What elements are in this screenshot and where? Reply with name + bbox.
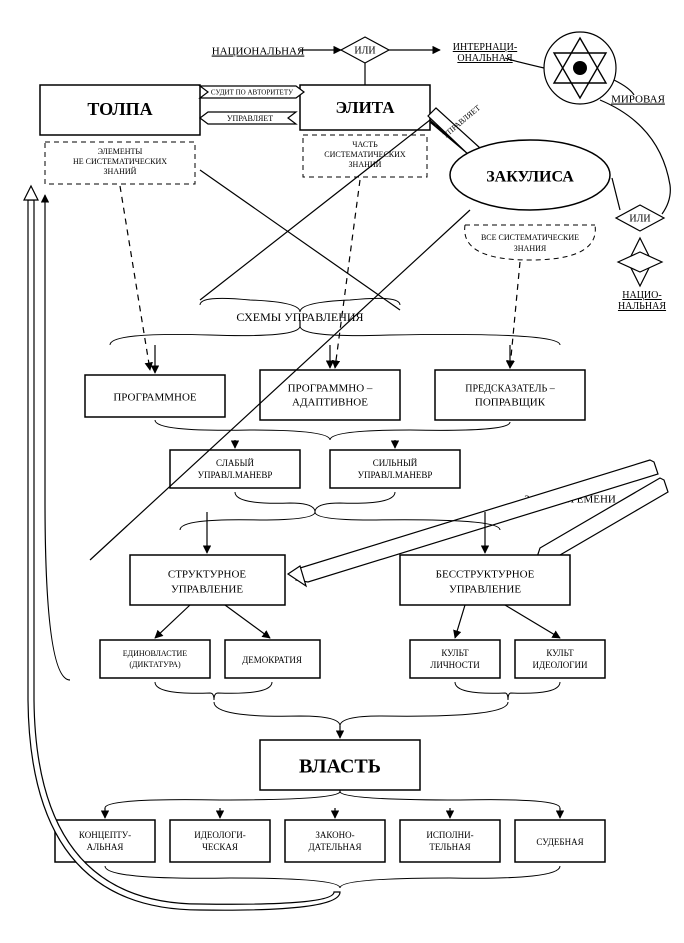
svg-text:ЭЛИТА: ЭЛИТА [335, 98, 395, 117]
node-ispoln: ИСПОЛНИ- ТЕЛЬНАЯ [400, 820, 500, 862]
diamond-ili-2: ИЛИ [616, 205, 664, 231]
node-prog-adapt: ПРОГРАММНО – АДАПТИВНОЕ [260, 370, 400, 420]
svg-text:КУЛЬТ: КУЛЬТ [546, 648, 574, 658]
svg-text:ИДЕОЛОГИ-: ИДЕОЛОГИ- [194, 830, 246, 840]
svg-text:ЛИЧНОСТИ: ЛИЧНОСТИ [430, 660, 480, 670]
svg-text:ДАТЕЛЬНАЯ: ДАТЕЛЬНАЯ [309, 842, 362, 852]
svg-text:ВСЕ СИСТЕМАТИЧЕСКИЕ: ВСЕ СИСТЕМАТИЧЕСКИЕ [481, 233, 579, 242]
node-elita: ЭЛИТА [300, 85, 430, 130]
svg-text:ВЛАСТЬ: ВЛАСТЬ [299, 756, 381, 778]
svg-text:ЧАСТЬ: ЧАСТЬ [352, 140, 378, 149]
node-zakulisa-sub: ВСЕ СИСТЕМАТИЧЕСКИЕ ЗНАНИЯ [465, 225, 596, 260]
svg-text:УПРАВЛЕНИЕ: УПРАВЛЕНИЕ [449, 584, 521, 596]
svg-text:СЛАБЫЙ: СЛАБЫЙ [216, 458, 254, 468]
svg-text:ЧЕСКАЯ: ЧЕСКАЯ [202, 842, 238, 852]
svg-text:УПРАВЛЯЕТ: УПРАВЛЯЕТ [227, 114, 273, 123]
arrow-upravl-1: УПРАВЛЯЕТ [200, 112, 296, 124]
arrow-upravl-2: УПРАВЛЯЕТ [428, 103, 482, 156]
svg-text:СУДИТ ПО АВТОРИТЕТУ: СУДИТ ПО АВТОРИТЕТУ [211, 89, 293, 97]
svg-text:ПРЕДСКАЗАТЕЛЬ –: ПРЕДСКАЗАТЕЛЬ – [465, 383, 555, 394]
svg-text:СУДЕБНАЯ: СУДЕБНАЯ [536, 837, 583, 847]
svg-text:ЗАКОНО-: ЗАКОНО- [315, 830, 354, 840]
node-kultl: КУЛЬТ ЛИЧНОСТИ [410, 640, 500, 678]
label-international: ИНТЕРНАЦИ-ОНАЛЬНАЯ [453, 42, 517, 64]
svg-text:ТОЛПА: ТОЛПА [87, 99, 152, 119]
svg-text:СТРУКТУРНОЕ: СТРУКТУРНОЕ [168, 569, 247, 581]
arrow-sudit: СУДИТ ПО АВТОРИТЕТУ [200, 86, 304, 98]
svg-text:УПРАВЛ.МАНЕВР: УПРАВЛ.МАНЕВР [198, 470, 273, 480]
node-ideol: ИДЕОЛОГИ- ЧЕСКАЯ [170, 820, 270, 862]
star-symbol [544, 32, 616, 104]
svg-text:ПОПРАВЩИК: ПОПРАВЩИК [475, 397, 546, 409]
svg-text:СИСТЕМАТИЧЕСКИХ: СИСТЕМАТИЧЕСКИХ [324, 150, 406, 159]
node-tolpa-sub: ЭЛЕМЕНТЫ НЕ СИСТЕМАТИЧЕСКИХ ЗНАНИЙ [45, 142, 195, 184]
svg-text:ПРОГРАММНО –: ПРОГРАММНО – [288, 383, 373, 395]
feedback-arrow-left-2 [45, 195, 70, 680]
svg-text:(ДИКТАТУРА): (ДИКТАТУРА) [129, 660, 181, 669]
svg-text:ЕДИНОВЛАСТИЕ: ЕДИНОВЛАСТИЕ [123, 649, 188, 658]
svg-text:ЗАКУЛИСА: ЗАКУЛИСА [486, 169, 574, 186]
star-4pt [618, 238, 662, 286]
node-kulti: КУЛЬТ ИДЕОЛОГИИ [515, 640, 605, 678]
label-national-2: НАЦИО-НАЛЬНАЯ [618, 290, 666, 312]
svg-text:НЕ СИСТЕМАТИЧЕСКИХ: НЕ СИСТЕМАТИЧЕСКИХ [73, 157, 167, 166]
node-zakulisa: ЗАКУЛИСА [450, 140, 610, 210]
svg-text:УПРАВЛЕНИЕ: УПРАВЛЕНИЕ [171, 584, 243, 596]
flowchart-diagram: НАЦИОНАЛЬНАЯ ИНТЕРНАЦИ-ОНАЛЬНАЯ МИРОВАЯ … [0, 0, 684, 943]
svg-text:СИЛЬНЫЙ: СИЛЬНЫЙ [373, 458, 418, 468]
svg-text:ЭЛЕМЕНТЫ: ЭЛЕМЕНТЫ [98, 147, 143, 156]
svg-text:АЛЬНАЯ: АЛЬНАЯ [87, 842, 124, 852]
node-edino: ЕДИНОВЛАСТИЕ (ДИКТАТУРА) [100, 640, 210, 678]
node-demok: ДЕМОКРАТИЯ [225, 640, 320, 678]
node-predskaz: ПРЕДСКАЗАТЕЛЬ – ПОПРАВЩИК [435, 370, 585, 420]
diamond-ili-1: ИЛИ [341, 37, 389, 63]
svg-text:ДЕМОКРАТИЯ: ДЕМОКРАТИЯ [242, 655, 302, 665]
node-zakonod: ЗАКОНО- ДАТЕЛЬНАЯ [285, 820, 385, 862]
node-struct: СТРУКТУРНОЕ УПРАВЛЕНИЕ [130, 555, 285, 605]
node-tolpa: ТОЛПА [40, 85, 200, 135]
node-programmnoe: ПРОГРАММНОЕ [85, 375, 225, 417]
node-besstruct: БЕССТРУКТУРНОЕ УПРАВЛЕНИЕ [400, 555, 570, 605]
svg-text:АДАПТИВНОЕ: АДАПТИВНОЕ [292, 397, 368, 409]
svg-text:КОНЦЕПТУ-: КОНЦЕПТУ- [79, 830, 131, 840]
svg-text:ПРОГРАММНОЕ: ПРОГРАММНОЕ [113, 392, 197, 404]
node-vlast: ВЛАСТЬ [260, 740, 420, 790]
node-silny: СИЛЬНЫЙ УПРАВЛ.МАНЕВР [330, 450, 460, 488]
svg-text:БЕССТРУКТУРНОЕ: БЕССТРУКТУРНОЕ [436, 569, 535, 581]
label-national: НАЦИОНАЛЬНАЯ [212, 46, 305, 58]
svg-text:ИСПОЛНИ-: ИСПОЛНИ- [426, 830, 473, 840]
feedback-arrow-left [24, 186, 340, 910]
svg-text:КУЛЬТ: КУЛЬТ [441, 648, 469, 658]
svg-text:ИДЕОЛОГИИ: ИДЕОЛОГИИ [533, 660, 588, 670]
svg-text:ЗНАНИЯ: ЗНАНИЯ [514, 244, 547, 253]
svg-text:УПРАВЛ.МАНЕВР: УПРАВЛ.МАНЕВР [358, 470, 433, 480]
svg-text:ТЕЛЬНАЯ: ТЕЛЬНАЯ [429, 842, 470, 852]
svg-text:ИЛИ: ИЛИ [629, 213, 650, 224]
label-world: МИРОВАЯ [611, 94, 666, 106]
node-sudeb: СУДЕБНАЯ [515, 820, 605, 862]
svg-text:ЗНАНИЙ: ЗНАНИЙ [104, 167, 137, 176]
svg-text:ИЛИ: ИЛИ [354, 45, 375, 56]
